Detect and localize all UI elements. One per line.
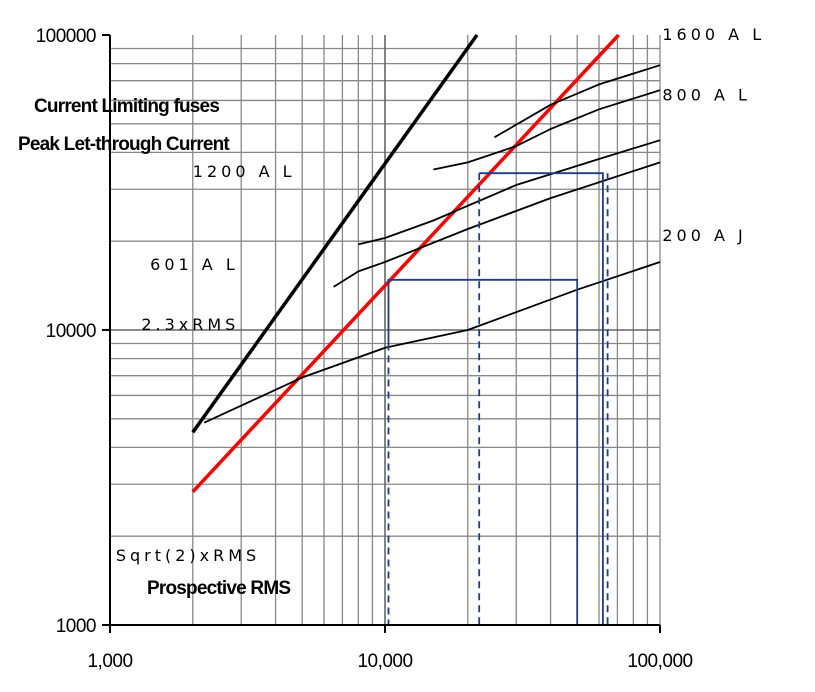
annotation-line — [479, 172, 604, 625]
x-tick-label: 100,000 — [627, 651, 692, 672]
x-tick-label: 1,000 — [87, 651, 132, 672]
series-label: 1600 A L — [662, 25, 765, 44]
series-label: 200 A J — [662, 226, 746, 245]
annotation-line — [387, 278, 579, 625]
chart-title-line: Peak Let-through Current — [18, 134, 230, 155]
series-line — [191, 33, 620, 493]
series-line — [358, 139, 661, 246]
axes — [102, 34, 661, 633]
series-lines — [191, 33, 661, 493]
series-label: 800 A L — [662, 85, 751, 104]
series-label: Sqrt(2)xRMS — [116, 546, 260, 565]
y-tick-label: 10000 — [46, 321, 96, 342]
chart-labels: 1,000 10,000 100,000 100000 10000 1000 2.3xRMS… — [18, 25, 765, 672]
series-label: 601 A L — [150, 255, 239, 274]
series-label: 1200 A L — [193, 162, 296, 181]
x-tick-label: 10,000 — [357, 651, 412, 672]
series-label: 2.3xRMS — [141, 315, 239, 334]
annotation-lines — [387, 172, 609, 625]
y-tick-label: 1000 — [56, 616, 96, 637]
x-axis-label: Prospective RMS — [147, 578, 290, 599]
chart-title-line: Current Limiting fuses — [34, 96, 219, 117]
series-line — [191, 33, 479, 434]
series-line — [493, 64, 661, 139]
series-line — [203, 261, 661, 424]
y-tick-label: 100000 — [36, 26, 96, 47]
series-line — [333, 161, 661, 288]
series-line — [433, 89, 661, 171]
